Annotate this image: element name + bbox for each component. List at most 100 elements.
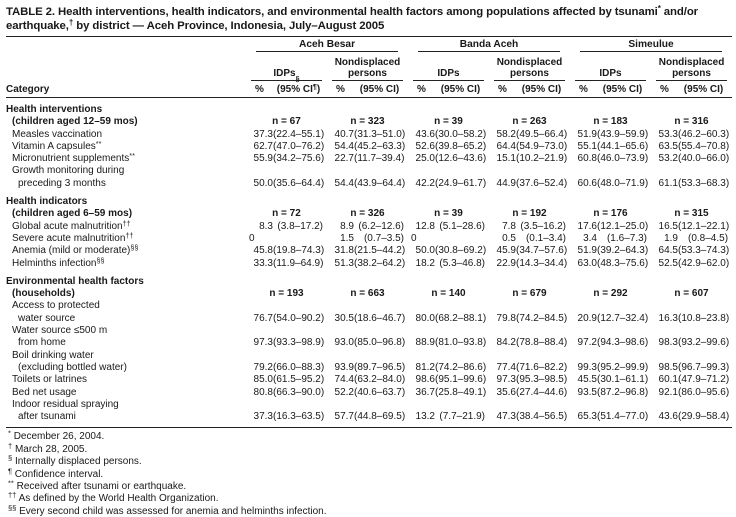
- ci-value: (3.8–17.2): [277, 220, 323, 232]
- percent-column-header: %: [489, 81, 516, 98]
- percent-value: 13.2: [415, 411, 435, 423]
- empty-cell: [246, 325, 732, 337]
- ci-value: (10.2–21.9): [516, 153, 568, 165]
- ci-value: (85.0–96.8): [354, 337, 406, 349]
- ci-value: (21.5–44.2): [354, 245, 406, 257]
- n-value: n = 140: [431, 288, 466, 300]
- table-row: after tsunami 37.3 (16.3–63.5) 57.7 (44.8–69…: [6, 411, 732, 428]
- percent-value: 80.8: [253, 386, 273, 398]
- corner-cell: [6, 52, 246, 81]
- percent-column-header: %: [327, 81, 354, 98]
- group-header-label: Simeulue: [580, 39, 723, 52]
- percent-value: 16.5: [658, 220, 678, 232]
- ci-value: (93.3–98.9): [273, 337, 325, 349]
- percent-value: 85.0: [253, 374, 273, 386]
- footnotes: * December 26, 2004. † March 28, 2005. § I…: [6, 430, 731, 517]
- percent-column-header: %: [570, 81, 597, 98]
- ci-value: (66.3–90.0): [273, 386, 325, 398]
- n-value: n = 292: [593, 288, 628, 300]
- ci-value: (19.8–74.3): [273, 245, 325, 257]
- percent-value: 22.9: [496, 257, 516, 269]
- ci-value: (47.9–71.2): [678, 374, 730, 386]
- ci-column-header: (95% CI¶): [273, 81, 327, 98]
- percent-value: 20.9: [577, 312, 597, 324]
- ci-value: (38.2–64.2): [354, 257, 406, 269]
- ci-column-header: (95% CI): [678, 81, 733, 98]
- percent-value: 97.3: [496, 374, 516, 386]
- n-value: n = 176: [593, 208, 628, 220]
- n-value: n = 39: [434, 208, 463, 220]
- percent-value: 52.6: [415, 140, 435, 152]
- percent-value: 47.3: [496, 411, 516, 423]
- percent-value: 88.9: [415, 337, 435, 349]
- percent-value: 36.7: [415, 386, 435, 398]
- empty-cell: [246, 300, 732, 312]
- table-row: Measles vaccination 37.3 (22.4–55.1) 40.7 (3…: [6, 129, 732, 141]
- ci-value: [273, 233, 327, 245]
- ci-value: (22.4–55.1): [273, 128, 325, 140]
- ci-value: (5.3–46.8): [439, 257, 485, 269]
- percent-value: 0: [411, 232, 417, 244]
- ci-value: (25.8–49.1): [435, 386, 487, 398]
- percent-value: 63.5: [658, 140, 678, 152]
- percent-value: 45.9: [496, 245, 516, 257]
- group-header-label: Banda Aceh: [418, 39, 560, 52]
- percent-value: 93.9: [334, 361, 354, 373]
- section-row: Environmental health factors: [6, 270, 732, 288]
- ci-value: (34.2–75.6): [273, 153, 325, 165]
- percent-value: 22.7: [334, 153, 354, 165]
- ci-value: (38.4–56.5): [516, 411, 568, 423]
- ci-value: (44.8–69.5): [354, 411, 406, 423]
- row-label: Access to protected: [12, 300, 100, 312]
- percent-value: 8.9: [340, 220, 354, 232]
- percent-value: 98.3: [658, 337, 678, 349]
- percent-value: 99.3: [577, 361, 597, 373]
- n-value: n = 183: [593, 116, 628, 128]
- table-title: TABLE 2. Health interventions, health in…: [6, 5, 731, 33]
- percent-value: 51.9: [577, 245, 597, 257]
- ci-value: (53.3–74.3): [678, 245, 730, 257]
- ci-value: (53.3–68.3): [678, 177, 730, 189]
- sample-size-row: (children aged 6–59 mos) n = 72 n = 326 n =…: [6, 208, 732, 220]
- ci-value: (0.7–3.5): [363, 232, 404, 244]
- ci-value: (54.9–73.0): [516, 140, 568, 152]
- percent-value: 79.8: [496, 312, 516, 324]
- section-row: Health interventions: [6, 98, 732, 117]
- ci-value: (51.4–77.0): [597, 411, 649, 423]
- n-value: n = 263: [512, 116, 547, 128]
- ci-value: (68.2–88.1): [435, 312, 487, 324]
- ci-value: (12.1–25.0): [597, 220, 649, 232]
- footnote: †† As defined by the World Health Organi…: [8, 490, 219, 505]
- row-label: Anemia (mild or moderate)§§: [12, 243, 139, 257]
- subgroup-header-label: IDPs: [413, 54, 484, 81]
- table-title-line-2: earthquake,† by district — Aceh Province…: [6, 18, 385, 33]
- ci-column-header: (95% CI): [435, 81, 489, 98]
- subgroup-header-label: Nondisplaced persons: [332, 54, 403, 81]
- ci-value: (95.2–99.9): [597, 361, 649, 373]
- ci-value: (87.2–96.8): [597, 386, 649, 398]
- percent-value: 12.8: [415, 220, 435, 232]
- percent-value: 97.3: [253, 337, 273, 349]
- ci-value: (30.1–61.1): [597, 374, 649, 386]
- percent-value: 60.6: [577, 177, 597, 189]
- table-row: Growth monitoring during: [6, 165, 732, 177]
- n-value: n = 192: [512, 208, 547, 220]
- row-label: Growth monitoring during: [12, 165, 125, 177]
- table-row: Toilets or latrines 85.0 (61.5–95.2) 74.4 (6…: [6, 374, 732, 386]
- ci-value: (95.3–98.5): [516, 374, 568, 386]
- percent-value: 15.1: [496, 153, 516, 165]
- n-value: n = 193: [269, 288, 304, 300]
- percent-value: 97.2: [577, 337, 597, 349]
- ci-value: (12.1–22.1): [678, 220, 730, 232]
- percent-value: 31.8: [334, 245, 354, 257]
- percent-value: 93.5: [577, 386, 597, 398]
- percent-value: 7.8: [502, 220, 516, 232]
- ci-column-header: (95% CI): [354, 81, 408, 98]
- subgroup-header-label: Nondisplaced persons: [494, 54, 565, 81]
- subgroup-header-label: Nondisplaced persons: [656, 54, 728, 81]
- ci-value: (74.2–86.6): [435, 361, 487, 373]
- percent-value: 50.0: [415, 245, 435, 257]
- percent-value: 62.7: [253, 140, 273, 152]
- n-value: n = 315: [674, 208, 709, 220]
